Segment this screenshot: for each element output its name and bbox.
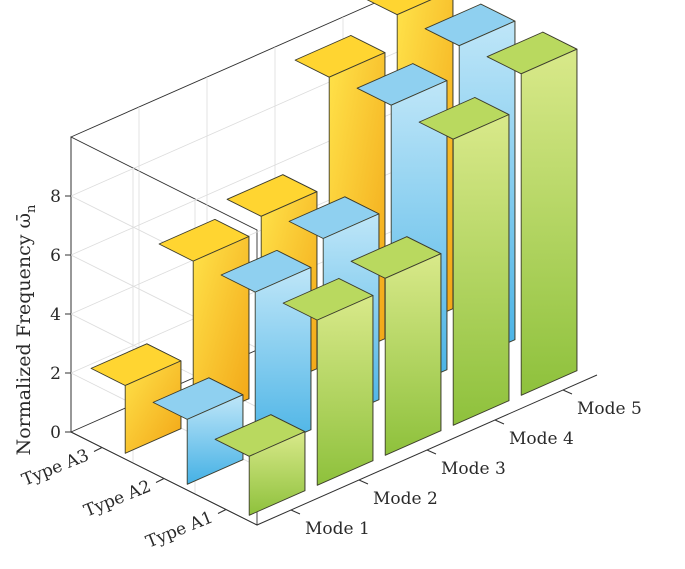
z-tick-label: 0 [50,423,61,443]
mode-tick-mark [358,479,369,485]
mode-tick-label: Mode 3 [441,459,506,479]
bar-type-a1-mode-3 [350,236,442,456]
bar-type-a1-mode-5 [486,31,578,396]
z-tick-label: 6 [50,246,61,266]
z-axis-label: Normalized Frequency ω̄n [13,204,39,455]
bars-group [90,0,578,516]
mode-tick-mark [562,389,573,395]
z-tick-label: 4 [50,305,61,325]
bar-type-a1-mode-1 [214,414,306,516]
bar-front-face [384,253,442,456]
mode-tick-label: Mode 5 [577,399,642,419]
type-tick-mark [217,509,227,514]
bar-front-face [248,431,306,516]
mode-tick-label: Mode 1 [305,519,370,539]
z-axis-label-main: Normalized Frequency ω̄ [13,213,35,455]
bar-type-a1-mode-4 [418,97,510,426]
type-tick-label: Type A2 [81,477,154,522]
type-tick-label: Type A1 [143,508,216,553]
mode-tick-mark [494,419,505,425]
mode-tick-label: Mode 2 [373,489,438,509]
type-tick-mark [155,478,165,483]
bar-type-a3-mode-2 [158,218,250,424]
bar-front-face [124,360,182,454]
z-axis-label-subscript: n [24,204,39,213]
mode-tick-mark [290,509,301,515]
bar-front-face [452,114,510,426]
bar-front-face [520,48,578,396]
bar-type-a1-mode-2 [282,278,374,486]
bar-type-a3-mode-1 [90,343,182,454]
mode-tick-label: Mode 4 [509,429,574,449]
mode-tick-mark [426,449,437,455]
bar-top-face [366,0,432,16]
bar-type-a2-mode-1 [152,377,244,485]
bar-front-face [316,295,374,486]
z-tick-label: 2 [50,364,61,384]
z-tick-label: 8 [50,187,61,207]
type-tick-mark [93,447,103,452]
